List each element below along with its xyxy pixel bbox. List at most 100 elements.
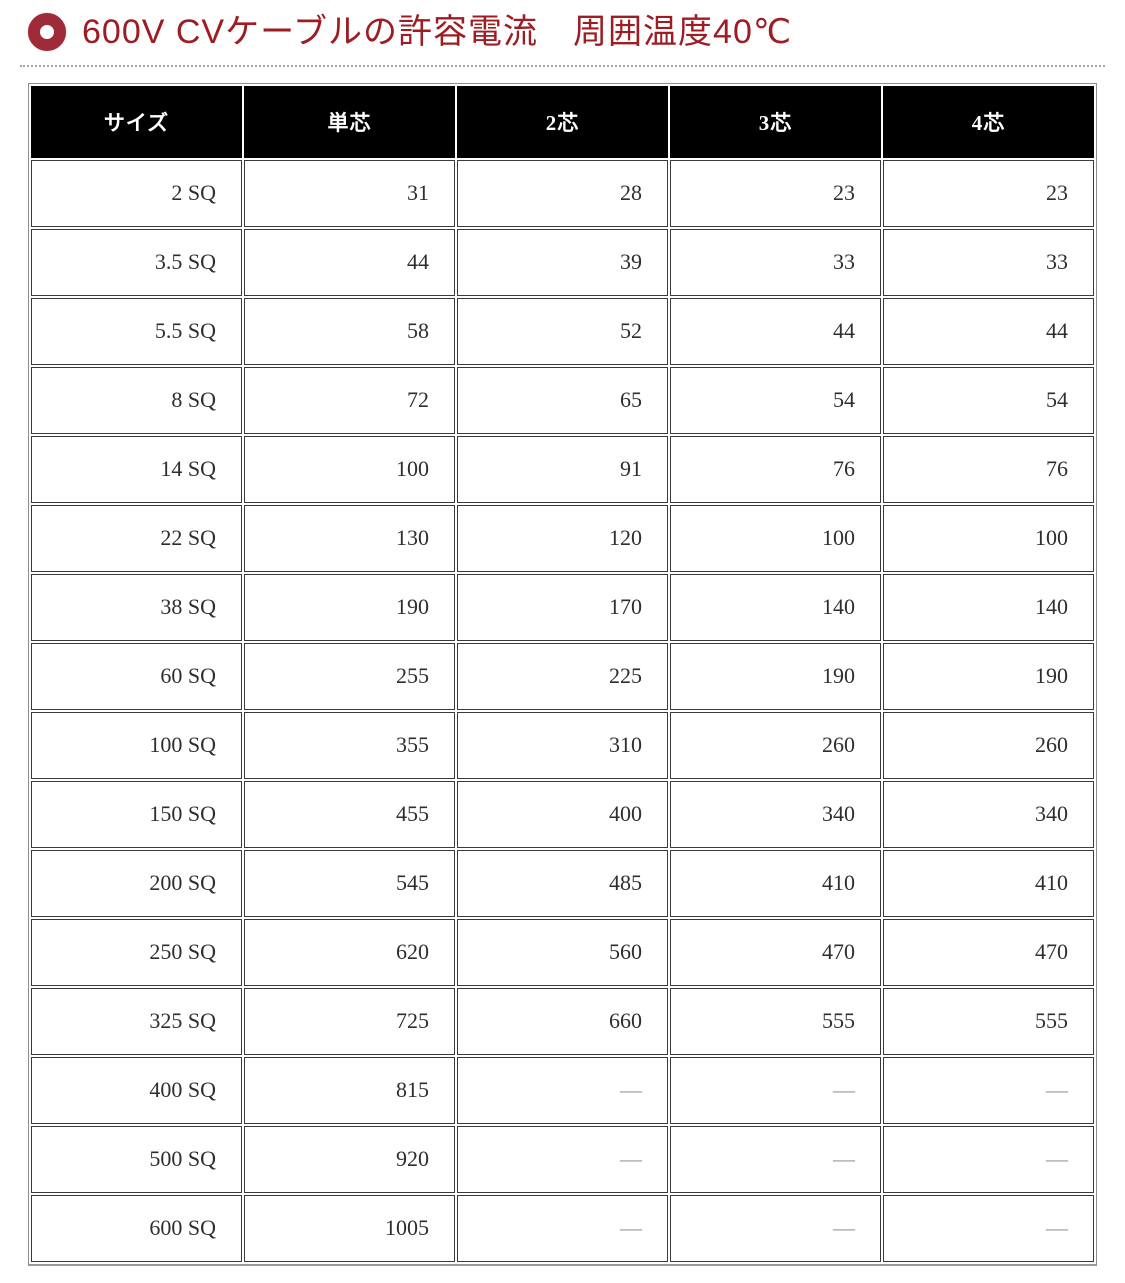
- table-row: 2 SQ 31 28 23 23: [31, 159, 1094, 227]
- size-cell: 325 SQ: [31, 987, 242, 1055]
- value-cell: 190: [883, 642, 1094, 710]
- col-header-2-core: 2芯: [457, 85, 668, 158]
- value-cell: 44: [670, 297, 881, 365]
- col-header-3-core: 3芯: [670, 85, 881, 158]
- value-cell: 31: [244, 159, 455, 227]
- table-row: 200 SQ 545 485 410 410: [31, 849, 1094, 917]
- table-row: 14 SQ 100 91 76 76: [31, 435, 1094, 503]
- value-cell: 340: [670, 780, 881, 848]
- table-row: 60 SQ 255 225 190 190: [31, 642, 1094, 710]
- table-row: 150 SQ 455 400 340 340: [31, 780, 1094, 848]
- size-cell: 8 SQ: [31, 366, 242, 434]
- value-cell: 660: [457, 987, 668, 1055]
- value-cell: 91: [457, 435, 668, 503]
- size-cell: 600 SQ: [31, 1194, 242, 1262]
- value-cell: 190: [244, 573, 455, 641]
- value-cell: 100: [883, 504, 1094, 572]
- table-header-row: サイズ 単芯 2芯 3芯 4芯: [31, 85, 1094, 158]
- value-cell: 355: [244, 711, 455, 779]
- value-cell: 72: [244, 366, 455, 434]
- table-row: 600 SQ 1005— — —: [31, 1194, 1094, 1262]
- value-cell: 170: [457, 573, 668, 641]
- value-cell: 470: [883, 918, 1094, 986]
- col-header-single-core: 単芯: [244, 85, 455, 158]
- value-cell: 455: [244, 780, 455, 848]
- size-cell: 200 SQ: [31, 849, 242, 917]
- value-cell: 33: [670, 228, 881, 296]
- col-header-4-core: 4芯: [883, 85, 1094, 158]
- value-cell: 140: [670, 573, 881, 641]
- value-cell: —: [883, 1125, 1094, 1193]
- page-header: 600V CVケーブルの許容電流 周囲温度40℃: [28, 8, 1097, 63]
- value-cell: 555: [883, 987, 1094, 1055]
- value-cell: 260: [883, 711, 1094, 779]
- value-cell: 485: [457, 849, 668, 917]
- value-cell: 725: [244, 987, 455, 1055]
- value-cell: 54: [670, 366, 881, 434]
- size-cell: 500 SQ: [31, 1125, 242, 1193]
- table-row: 325 SQ 725 660 555 555: [31, 987, 1094, 1055]
- size-cell: 38 SQ: [31, 573, 242, 641]
- table-row: 250 SQ 620 560 470 470: [31, 918, 1094, 986]
- value-cell: 310: [457, 711, 668, 779]
- value-cell: 1005: [244, 1194, 455, 1262]
- size-cell: 100 SQ: [31, 711, 242, 779]
- value-cell: 190: [670, 642, 881, 710]
- value-cell: 52: [457, 297, 668, 365]
- table-row: 22 SQ 130 120 100 100: [31, 504, 1094, 572]
- value-cell: 100: [670, 504, 881, 572]
- size-cell: 14 SQ: [31, 435, 242, 503]
- table-row: 8 SQ 72 65 54 54: [31, 366, 1094, 434]
- value-cell: —: [670, 1056, 881, 1124]
- value-cell: 410: [883, 849, 1094, 917]
- value-cell: 260: [670, 711, 881, 779]
- table-row: 500 SQ 920— — —: [31, 1125, 1094, 1193]
- value-cell: 140: [883, 573, 1094, 641]
- dotted-separator: [20, 64, 1105, 67]
- size-cell: 150 SQ: [31, 780, 242, 848]
- size-cell: 2 SQ: [31, 159, 242, 227]
- value-cell: 76: [670, 435, 881, 503]
- value-cell: —: [883, 1056, 1094, 1124]
- value-cell: 33: [883, 228, 1094, 296]
- col-header-size: サイズ: [31, 85, 242, 158]
- value-cell: 44: [244, 228, 455, 296]
- value-cell: 410: [670, 849, 881, 917]
- size-cell: 5.5 SQ: [31, 297, 242, 365]
- value-cell: 54: [883, 366, 1094, 434]
- value-cell: —: [670, 1125, 881, 1193]
- table-row: 38 SQ 190 170 140 140: [31, 573, 1094, 641]
- table-row: 5.5 SQ 58 52 44 44: [31, 297, 1094, 365]
- size-cell: 3.5 SQ: [31, 228, 242, 296]
- value-cell: 815: [244, 1056, 455, 1124]
- value-cell: 470: [670, 918, 881, 986]
- value-cell: 23: [883, 159, 1094, 227]
- value-cell: —: [457, 1125, 668, 1193]
- value-cell: 58: [244, 297, 455, 365]
- size-cell: 22 SQ: [31, 504, 242, 572]
- ring-bullet-icon: [28, 13, 66, 52]
- value-cell: 620: [244, 918, 455, 986]
- value-cell: —: [670, 1194, 881, 1262]
- value-cell: 400: [457, 780, 668, 848]
- value-cell: 39: [457, 228, 668, 296]
- value-cell: 130: [244, 504, 455, 572]
- table-row: 400 SQ 815— — —: [31, 1056, 1094, 1124]
- value-cell: 28: [457, 159, 668, 227]
- value-cell: 340: [883, 780, 1094, 848]
- value-cell: 120: [457, 504, 668, 572]
- size-cell: 250 SQ: [31, 918, 242, 986]
- cable-ampacity-table: サイズ 単芯 2芯 3芯 4芯 2 SQ 31 28 23 23 3.5 SQ 44 39 33…: [28, 82, 1097, 1266]
- value-cell: —: [457, 1056, 668, 1124]
- size-cell: 400 SQ: [31, 1056, 242, 1124]
- value-cell: 545: [244, 849, 455, 917]
- page-title: 600V CVケーブルの許容電流 周囲温度40℃: [82, 13, 793, 51]
- value-cell: 920: [244, 1125, 455, 1193]
- value-cell: 255: [244, 642, 455, 710]
- table-row: 3.5 SQ 44 39 33 33: [31, 228, 1094, 296]
- value-cell: 23: [670, 159, 881, 227]
- table-row: 100 SQ 355 310 260 260: [31, 711, 1094, 779]
- value-cell: 225: [457, 642, 668, 710]
- value-cell: 44: [883, 297, 1094, 365]
